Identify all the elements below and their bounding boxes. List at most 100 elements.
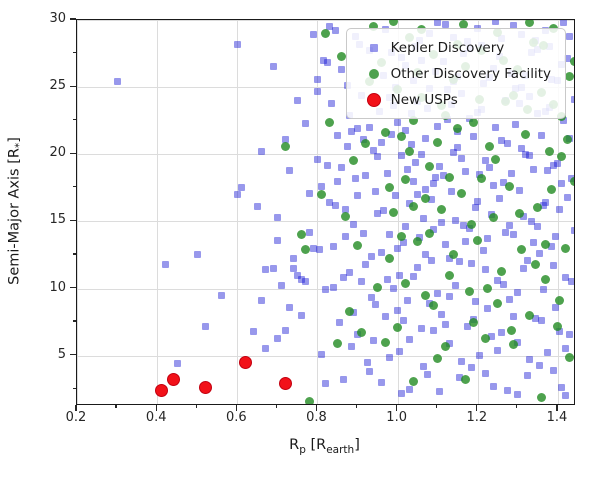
data-point-kepler-discovery [530,239,538,247]
data-point-kepler-discovery [406,336,414,344]
data-point-kepler-discovery [161,260,169,268]
data-point-kepler-discovery [452,216,460,224]
data-point-kepler-discovery [384,169,392,177]
data-point-kepler-discovery [384,275,392,283]
data-point-kepler-discovery [344,142,352,150]
data-point-other-discovery-facility [401,175,411,185]
data-point-kepler-discovery [293,271,301,279]
data-point-kepler-discovery [446,293,454,301]
data-point-kepler-discovery [464,322,472,330]
data-point-kepler-discovery [538,131,546,139]
data-point-kepler-discovery [400,239,408,247]
data-point-kepler-discovery [370,337,378,345]
data-point-other-discovery-facility [381,337,391,347]
data-point-kepler-discovery [510,313,518,321]
gridline-x [157,20,159,404]
data-point-kepler-discovery [540,286,548,294]
y-tick-mark [70,354,76,356]
data-point-kepler-discovery [360,229,368,237]
data-point-kepler-discovery [328,99,335,107]
data-point-kepler-discovery [470,133,478,141]
data-point-kepler-discovery [368,252,376,260]
data-point-kepler-discovery [422,251,430,259]
data-point-kepler-discovery [432,173,440,181]
data-point-kepler-discovery [396,271,404,279]
data-point-kepler-discovery [492,20,500,25]
data-point-kepler-discovery [390,285,398,293]
data-point-kepler-discovery [317,182,325,190]
data-point-kepler-discovery [233,191,241,199]
data-point-kepler-discovery [340,376,348,384]
data-point-other-discovery-facility [280,141,290,151]
data-point-kepler-discovery [269,63,277,71]
y-tick-mark [70,286,76,289]
data-point-other-discovery-facility [563,134,573,144]
data-point-kepler-discovery [348,342,356,350]
data-point-kepler-discovery [277,282,285,290]
axis-label-subscript: earth [326,443,355,456]
data-point-other-discovery-facility [569,57,574,67]
data-point-kepler-discovery [394,306,402,314]
axis-label-text: ] [354,437,360,453]
data-point-kepler-discovery [522,150,530,158]
data-point-kepler-discovery [324,161,331,169]
data-point-other-discovery-facility [555,296,565,306]
data-point-kepler-discovery [424,370,432,378]
data-point-kepler-discovery [506,221,514,229]
data-point-kepler-discovery [330,283,338,291]
data-point-kepler-discovery [566,32,574,40]
data-point-other-discovery-facility [565,71,574,81]
data-point-new-usps [278,377,292,391]
data-point-kepler-discovery [562,274,570,282]
data-point-new-usps [198,381,212,395]
data-point-kepler-discovery [354,125,362,133]
data-point-kepler-discovery [482,369,490,377]
data-point-kepler-discovery [301,119,309,127]
data-point-kepler-discovery [514,289,522,297]
gridline-x [237,20,239,404]
data-point-other-discovery-facility [565,352,574,362]
data-point-other-discovery-facility [541,239,551,249]
data-point-kepler-discovery [269,264,277,272]
data-point-kepler-discovery [382,313,390,321]
data-point-other-discovery-facility [405,147,415,157]
x-tick-mark [315,404,318,411]
x-tick-mark [476,404,478,411]
data-point-kepler-discovery [398,152,406,160]
plot-area: Kepler Discovery Other Discovery Facility… [76,19,575,405]
x-tick-mark [396,404,398,411]
data-point-kepler-discovery [454,144,462,152]
data-point-kepler-discovery [420,215,428,223]
data-point-kepler-discovery [526,356,534,364]
data-point-other-discovery-facility [397,231,407,241]
data-point-kepler-discovery [490,181,498,189]
data-point-other-discovery-facility [393,322,403,332]
data-point-kepler-discovery [305,189,313,197]
legend-label: New USPs [390,91,458,108]
y-tick-label: 30 [49,11,66,26]
data-point-kepler-discovery [506,295,514,303]
data-point-other-discovery-facility [361,139,371,149]
y-minor-tick [72,387,76,389]
data-point-other-discovery-facility [489,212,499,222]
data-point-kepler-discovery [490,383,498,391]
data-point-kepler-discovery [536,250,544,258]
data-point-kepler-discovery [322,286,329,294]
x-tick-label: 0.4 [145,410,167,425]
data-point-other-discovery-facility [469,117,479,127]
data-point-other-discovery-facility [449,250,459,260]
data-point-kepler-discovery [498,329,506,337]
data-point-kepler-discovery [396,348,404,356]
legend-circle-marker-icon [366,92,381,107]
data-point-kepler-discovery [462,168,470,176]
data-point-other-discovery-facility [437,204,447,214]
data-point-kepler-discovery [273,334,281,342]
data-point-kepler-discovery [550,161,558,169]
data-point-other-discovery-facility [373,282,383,292]
axis-label-subscript: * [13,142,26,149]
data-point-kepler-discovery [510,231,518,239]
data-point-kepler-discovery [362,260,370,268]
x-minor-tick [275,404,277,408]
data-point-other-discovery-facility [316,190,326,200]
data-point-kepler-discovery [414,263,422,271]
